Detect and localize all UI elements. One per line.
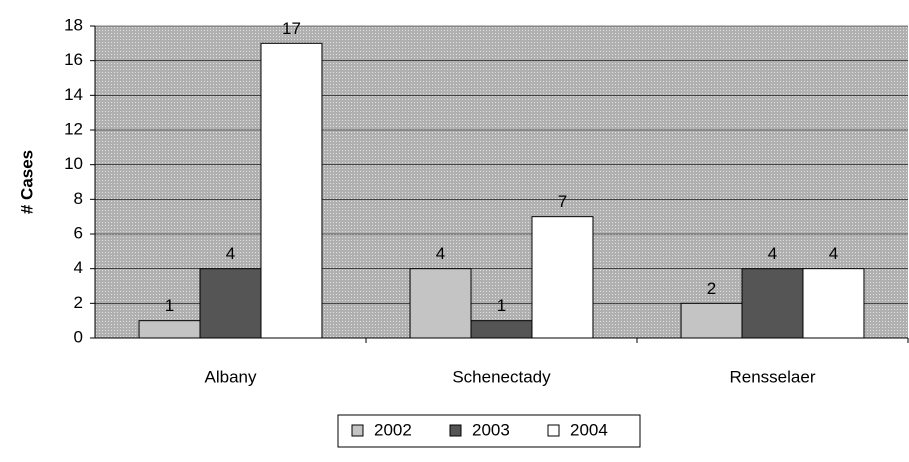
y-tick-label: 10 bbox=[64, 154, 83, 173]
bar bbox=[680, 302, 743, 339]
y-tick-label: 14 bbox=[64, 85, 83, 104]
bar bbox=[138, 320, 201, 339]
bar bbox=[531, 216, 594, 339]
data-label: 2 bbox=[707, 279, 716, 298]
data-label: 4 bbox=[829, 244, 838, 263]
legend-label: 2003 bbox=[472, 420, 510, 439]
data-label: 1 bbox=[497, 296, 506, 315]
y-tick-label: 18 bbox=[64, 15, 83, 34]
x-tick-label: Rensselaer bbox=[730, 367, 816, 386]
bar bbox=[741, 268, 804, 339]
y-axis-label: # Cases bbox=[17, 150, 36, 214]
y-tick-label: 2 bbox=[74, 293, 83, 312]
y-tick-label: 4 bbox=[74, 258, 83, 277]
x-tick-label: Albany bbox=[205, 367, 257, 386]
legend-label: 2002 bbox=[374, 420, 412, 439]
legend-label: 2004 bbox=[570, 420, 608, 439]
bar bbox=[199, 268, 262, 339]
data-label: 4 bbox=[768, 244, 777, 263]
legend-swatch bbox=[449, 424, 462, 437]
data-label: 17 bbox=[282, 19, 301, 38]
y-tick-label: 0 bbox=[74, 327, 83, 346]
data-label: 4 bbox=[436, 244, 445, 263]
y-tick-label: 8 bbox=[74, 189, 83, 208]
data-label: 4 bbox=[226, 244, 235, 263]
x-tick-label: Schenectady bbox=[452, 367, 551, 386]
data-label: 7 bbox=[558, 192, 567, 211]
bar bbox=[409, 268, 472, 339]
bar bbox=[260, 42, 323, 339]
y-tick-label: 12 bbox=[64, 119, 83, 138]
y-tick-label: 6 bbox=[74, 223, 83, 242]
legend-swatch bbox=[351, 424, 364, 437]
legend-swatch bbox=[547, 424, 560, 437]
data-label: 1 bbox=[165, 296, 174, 315]
legend bbox=[337, 414, 641, 448]
bar bbox=[802, 268, 865, 339]
bar bbox=[470, 320, 533, 339]
y-tick-label: 16 bbox=[64, 50, 83, 69]
